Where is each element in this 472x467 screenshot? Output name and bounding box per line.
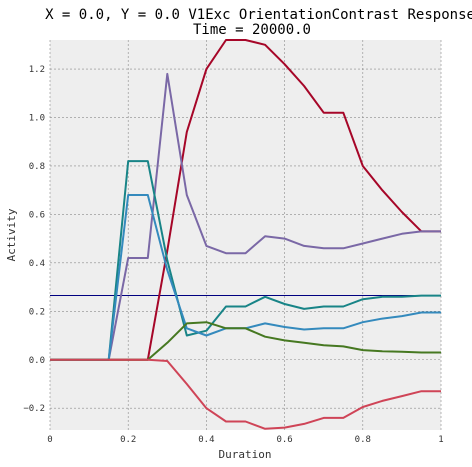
series-line-3 — [50, 160, 441, 361]
y-axis-ticks: −0.2 0.0 0.2 0.4 0.6 0.8 1.0 1.2 — [23, 65, 45, 414]
series-group — [50, 39, 441, 430]
y-tick-label: 1.0 — [29, 114, 45, 124]
series-line-6 — [50, 358, 441, 430]
y-tick-label: 0.8 — [29, 162, 45, 172]
x-tick-label: 0.2 — [120, 435, 136, 445]
y-axis-label: Activity — [5, 208, 18, 261]
x-tick-label: 0.6 — [276, 435, 292, 445]
y-tick-label: 0.6 — [29, 210, 45, 220]
chart-title: X = 0.0, Y = 0.0 V1Exc OrientationContra… — [45, 7, 472, 23]
plot-area — [50, 40, 441, 430]
x-tick-label: 0 — [47, 435, 52, 445]
x-tick-label: 1 — [438, 435, 443, 445]
y-tick-label: 0.4 — [29, 259, 45, 269]
y-tick-label: −0.2 — [23, 404, 45, 414]
x-tick-label: 0.4 — [198, 435, 214, 445]
chart-subtitle: Time = 20000.0 — [193, 22, 311, 38]
x-axis-label: Duration — [219, 448, 272, 461]
y-tick-label: 1.2 — [29, 65, 45, 75]
x-axis-ticks: 0 0.2 0.4 0.6 0.8 1 — [47, 435, 443, 445]
series-line-2 — [50, 72, 441, 361]
y-tick-label: 0.2 — [29, 307, 45, 317]
x-tick-label: 0.8 — [355, 435, 371, 445]
y-tick-label: 0.0 — [29, 356, 45, 366]
